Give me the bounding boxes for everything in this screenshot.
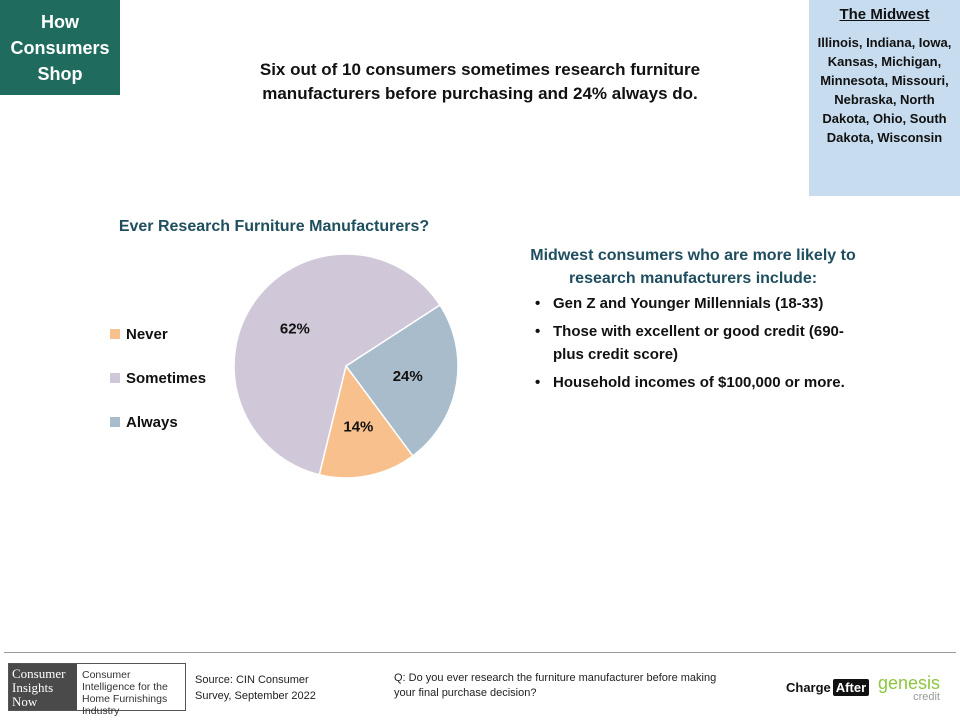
genesis-logo: genesis credit bbox=[874, 674, 940, 703]
legend-item-sometimes: Sometimes bbox=[110, 356, 206, 400]
legend-swatch-never bbox=[110, 329, 120, 339]
source-note: Source: CIN Consumer Survey, September 2… bbox=[195, 674, 316, 702]
cin-logo-wordmark: Consumer Insights Now bbox=[9, 664, 77, 710]
legend-item-always: Always bbox=[110, 400, 206, 444]
cin-logo-tagline: Consumer Intelligence for the Home Furni… bbox=[82, 669, 168, 717]
cin-logo-word: Now bbox=[12, 694, 38, 709]
cin-logo: Consumer Insights Now Consumer Intellige… bbox=[8, 663, 186, 717]
chargeafter-charge: Charge bbox=[786, 680, 831, 695]
cin-logo-word: Consumer bbox=[12, 666, 66, 681]
bullet-item: Those with excellent or good credit (690… bbox=[535, 320, 855, 366]
callout-bullets: Gen Z and Younger Millennials (18-33) Th… bbox=[535, 292, 855, 399]
pie-chart: 24% 14% 62% bbox=[233, 253, 459, 479]
genesis-subtext: credit bbox=[913, 691, 940, 703]
cin-logo-word: Insights bbox=[12, 680, 54, 695]
chargeafter-logo: Charge After bbox=[786, 679, 870, 696]
pie-label-always: 24% bbox=[393, 368, 423, 385]
region-states: Illinois, Indiana, Iowa, Kansas, Michiga… bbox=[817, 35, 952, 145]
legend-label-always: Always bbox=[126, 413, 178, 431]
pie-slice-sometimes bbox=[233, 253, 441, 476]
legend-label-never: Never bbox=[126, 325, 168, 343]
pie-label-sometimes: 62% bbox=[280, 321, 310, 338]
chargeafter-after: After bbox=[832, 679, 870, 696]
section-tag: How Consumers Shop bbox=[0, 0, 120, 95]
pie-slice-never bbox=[318, 364, 414, 479]
callout-title: Midwest consumers who are more likely to… bbox=[530, 247, 856, 287]
chart-legend: Never Sometimes Always bbox=[110, 312, 206, 444]
pie-slice-always bbox=[344, 303, 459, 457]
legend-label-sometimes: Sometimes bbox=[126, 369, 207, 387]
pie-label-never: 14% bbox=[343, 418, 373, 435]
genesis-wordmark: genesis bbox=[877, 673, 940, 693]
legend-swatch-sometimes bbox=[110, 373, 120, 383]
bullet-item: Household incomes of $100,000 or more. bbox=[535, 371, 855, 394]
bullet-item: Gen Z and Younger Millennials (18-33) bbox=[535, 292, 855, 315]
region-title: The Midwest bbox=[839, 6, 930, 23]
footer-divider bbox=[4, 652, 956, 653]
survey-question: Q: Do you ever research the furniture ma… bbox=[394, 672, 717, 699]
legend-swatch-always bbox=[110, 417, 120, 427]
region-panel: The Midwest Illinois, Indiana, Iowa, Kan… bbox=[809, 0, 960, 196]
legend-item-never: Never bbox=[110, 312, 206, 356]
chart-title: Ever Research Furniture Manufacturers? bbox=[118, 218, 430, 235]
headline: Six out of 10 consumers sometimes resear… bbox=[259, 60, 701, 103]
